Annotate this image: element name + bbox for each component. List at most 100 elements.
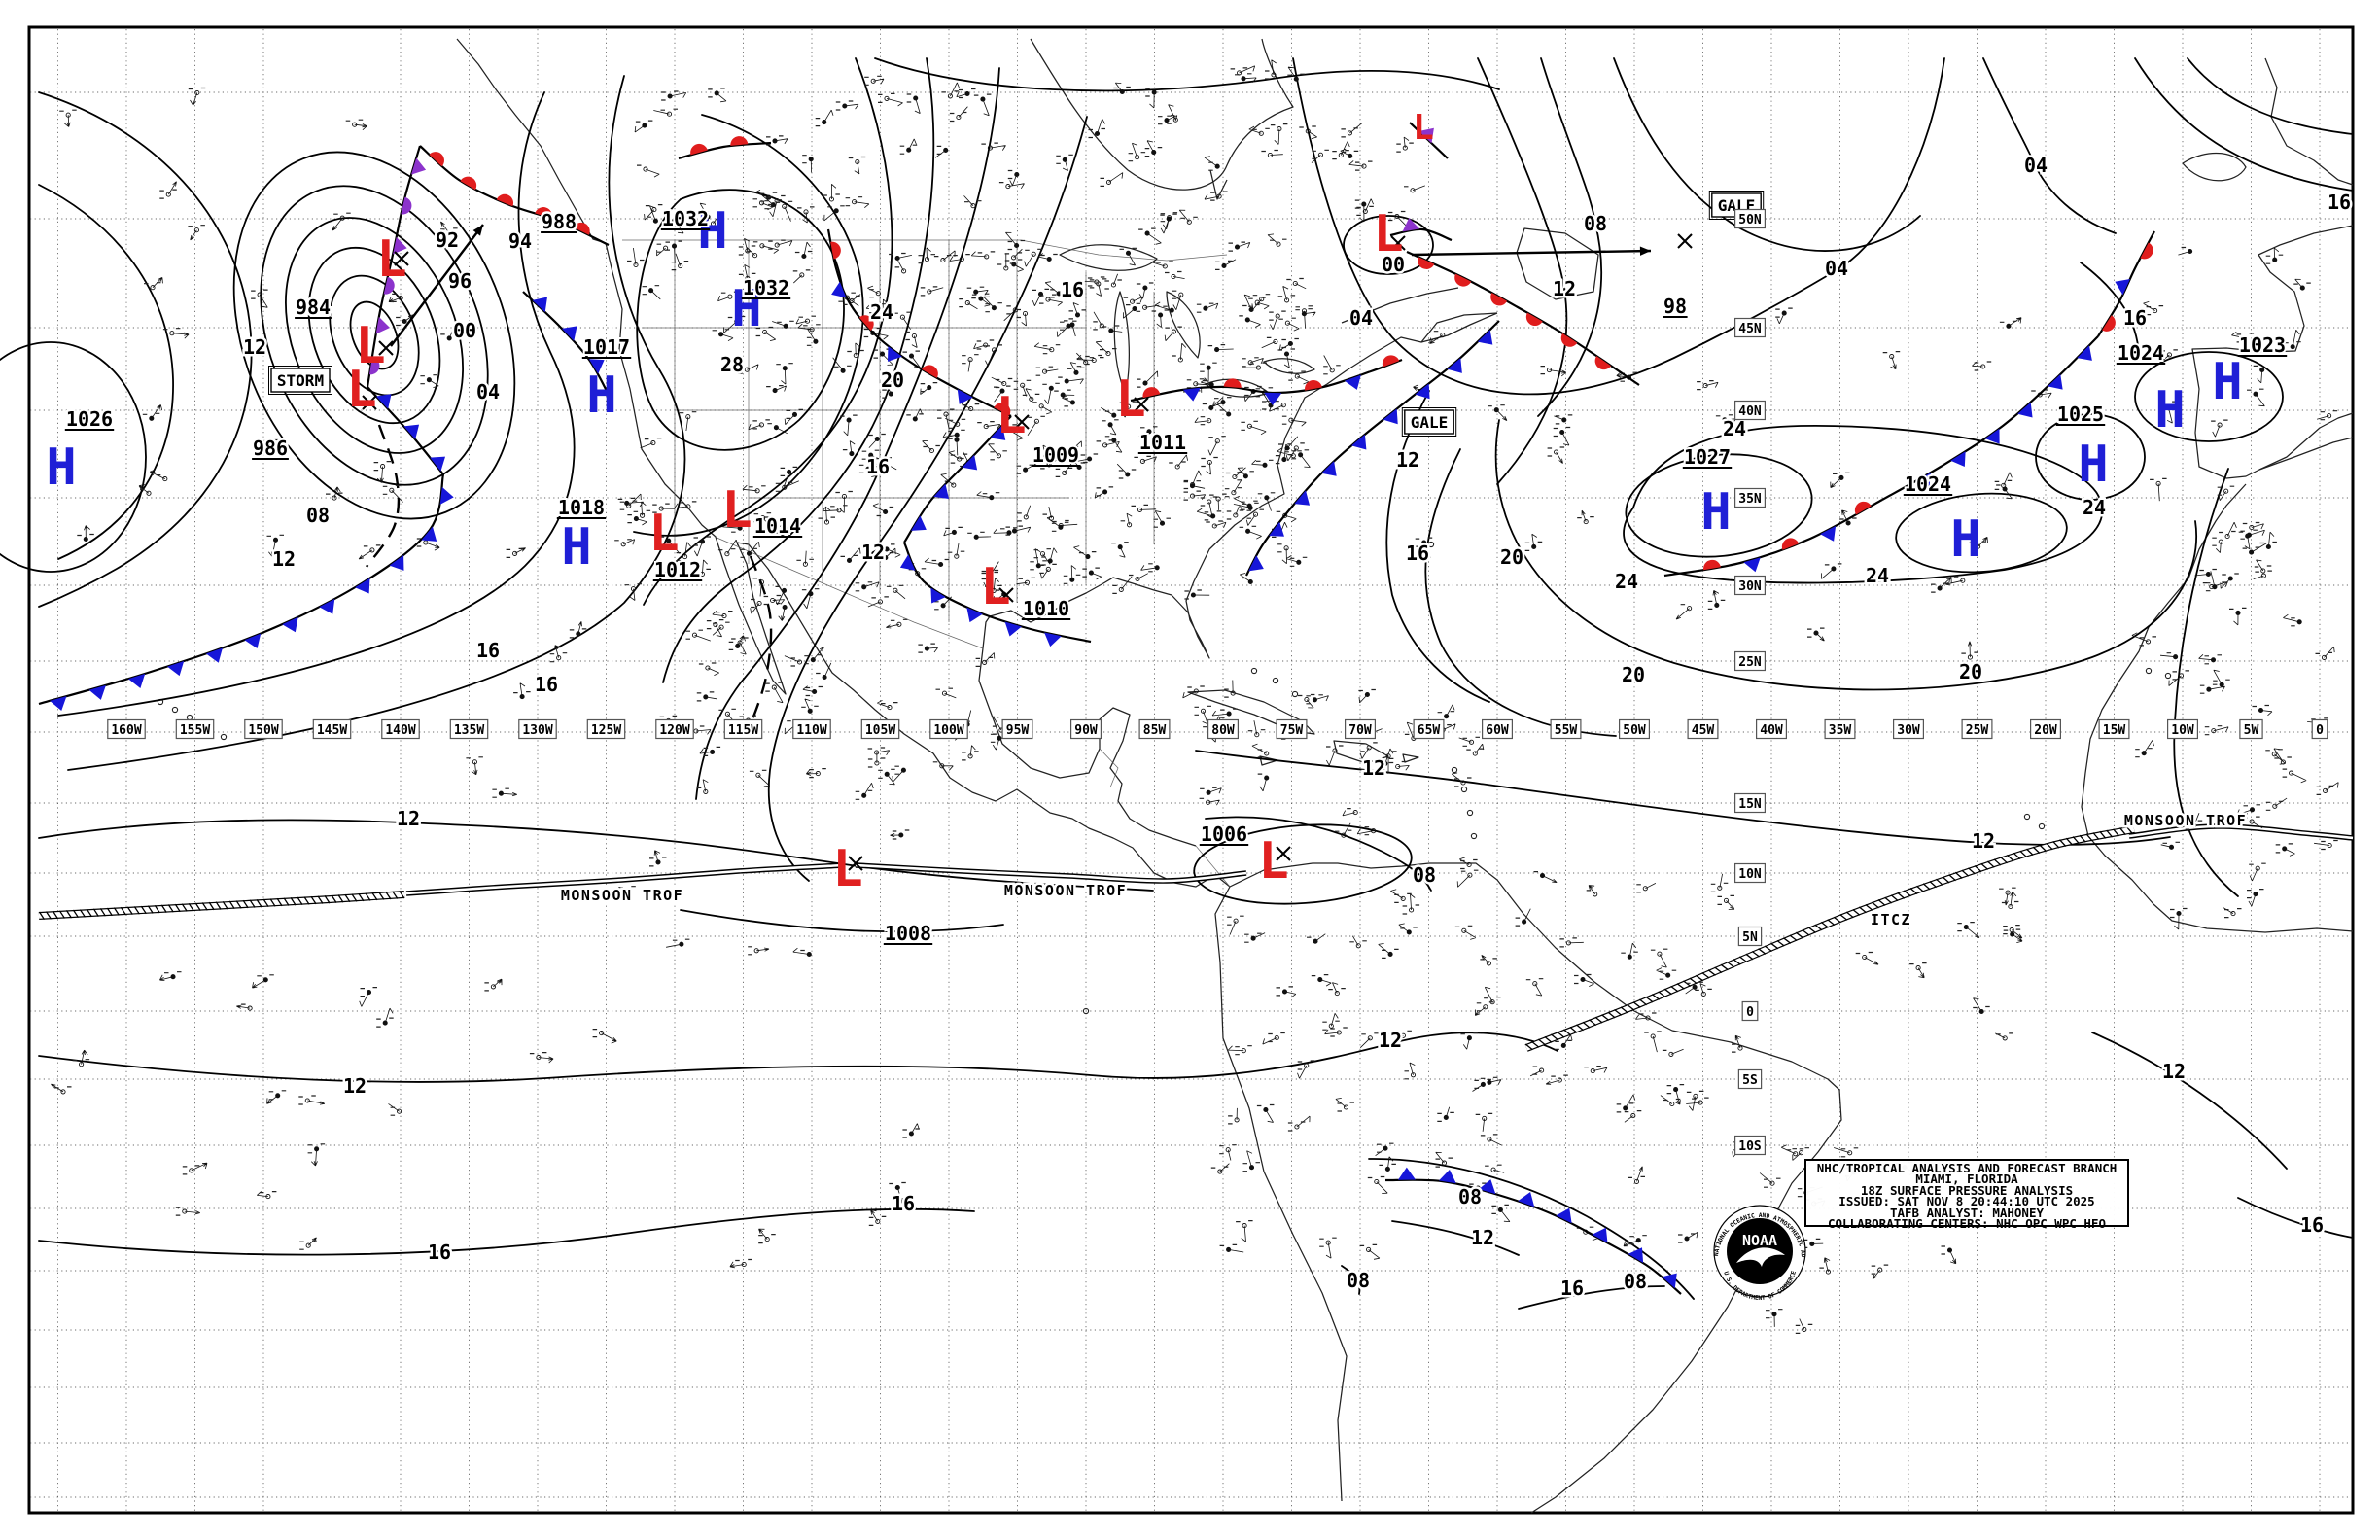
longitude-label: 45W (1687, 718, 1719, 740)
svg-text:45W: 45W (1692, 723, 1715, 738)
longitude-label: 110W (792, 718, 831, 740)
position-x-mark (1134, 397, 1149, 412)
isobar-label: 12 (340, 1072, 368, 1101)
svg-text:12: 12 (243, 335, 266, 359)
stationary-front (826, 228, 1012, 417)
monsoon-trof-label: MONSOON TROF (1001, 880, 1128, 902)
longitude-label: 55W (1550, 718, 1582, 740)
svg-text:60W: 60W (1486, 723, 1509, 738)
longitude-label: 85W (1138, 718, 1171, 740)
low-center: L (1373, 205, 1403, 263)
svg-text:10W: 10W (2171, 723, 2194, 738)
svg-text:12: 12 (1972, 829, 1995, 853)
isobar-label: 12 (1359, 754, 1387, 783)
low-center: L (376, 230, 406, 289)
svg-text:1027: 1027 (1684, 445, 1731, 469)
latitude-label: 45N (1733, 317, 1766, 338)
title-line: NHC/TROPICAL ANALYSIS AND FORECAST BRANC… (1816, 1161, 2118, 1175)
svg-text:0: 0 (2316, 723, 2324, 738)
occluded-front (366, 145, 427, 388)
isobar-label: 08 (1621, 1268, 1649, 1296)
svg-text:08: 08 (1624, 1270, 1647, 1293)
occluded-front (1409, 122, 1449, 159)
svg-text:04: 04 (1349, 306, 1373, 330)
longitude-label: 125W (586, 718, 626, 740)
svg-text:16: 16 (428, 1241, 451, 1264)
longitude-label: 15W (2098, 718, 2130, 740)
svg-text:16: 16 (476, 639, 500, 662)
svg-text:96: 96 (448, 269, 472, 293)
svg-text:100W: 100W (933, 723, 963, 738)
isobar-label: 28 (718, 351, 746, 379)
warm-front (1406, 250, 1640, 386)
svg-text:1006: 1006 (1201, 822, 1247, 846)
svg-text:12: 12 (1471, 1226, 1494, 1249)
svg-text:1024: 1024 (2118, 341, 2164, 365)
svg-text:04: 04 (1825, 257, 1848, 280)
svg-text:1018: 1018 (558, 496, 605, 519)
isobar-label: 20 (878, 367, 906, 395)
longitude-label: 30W (1892, 718, 1924, 740)
high-center: H 1025 (2055, 401, 2109, 494)
longitude-label: 115W (723, 718, 763, 740)
isobar-label: 00 (1379, 251, 1407, 279)
monsoon-trof-label: MONSOON TROF (2121, 810, 2248, 832)
svg-text:15W: 15W (2103, 723, 2126, 738)
high-center: H 1026 (46, 405, 115, 497)
svg-text:20W: 20W (2034, 723, 2057, 738)
isobar-label: 12 (240, 333, 268, 362)
isobar-label: 00 (450, 317, 478, 345)
svg-text:L: L (346, 361, 376, 419)
low-center: L 1006 (1199, 821, 1289, 891)
svg-text:1008: 1008 (885, 922, 931, 945)
isobar-label: 08 (1581, 210, 1609, 238)
title-line: 18Z SURFACE PRESSURE ANALYSIS (1860, 1182, 2074, 1198)
svg-text:160W: 160W (111, 723, 141, 738)
position-x-mark (362, 395, 377, 410)
svg-text:L: L (1413, 108, 1434, 148)
coastlines (157, 38, 2354, 1514)
svg-text:20: 20 (881, 368, 904, 392)
cold-front (1245, 320, 1500, 577)
high-center: H 1024 (1903, 471, 1981, 569)
svg-text:110W: 110W (796, 723, 826, 738)
longitude-label: 90W (1069, 718, 1102, 740)
longitude-label: 105W (860, 718, 900, 740)
svg-text:95W: 95W (1006, 723, 1030, 738)
isobar-label: 12 (1468, 1224, 1496, 1252)
svg-text:25W: 25W (1966, 723, 1989, 738)
svg-text:92: 92 (436, 228, 459, 252)
svg-text:00: 00 (1382, 253, 1405, 276)
svg-text:H: H (731, 280, 761, 338)
svg-text:150W: 150W (248, 723, 278, 738)
cold-front (1881, 335, 2099, 501)
cold-front (903, 415, 1012, 543)
svg-text:12: 12 (1362, 756, 1385, 780)
svg-text:1012: 1012 (654, 558, 701, 581)
latitude-label: 15N (1733, 792, 1766, 814)
svg-text:1011: 1011 (1139, 431, 1186, 454)
latitude-label: 10N (1733, 862, 1766, 884)
isobar-label: 24 (1612, 568, 1640, 596)
isobar-label: 04 (1822, 255, 1850, 283)
isobar-label: 24 (1863, 562, 1891, 590)
cold-front (38, 473, 454, 712)
svg-text:24: 24 (1866, 564, 1889, 587)
latitude-label: 50N (1733, 208, 1766, 229)
svg-text:1014: 1014 (754, 514, 801, 538)
svg-text:12: 12 (1553, 277, 1576, 300)
svg-text:16: 16 (1560, 1277, 1584, 1300)
svg-text:105W: 105W (865, 723, 895, 738)
map-border (27, 25, 2355, 1515)
longitude-label: 160W (107, 718, 146, 740)
noaa-wordmark: NOAA (1742, 1232, 1777, 1249)
isobar-label: 20 (1956, 658, 1984, 686)
latitude-label: 25N (1733, 650, 1766, 672)
svg-text:25N: 25N (1738, 655, 1762, 670)
annotations (362, 224, 1693, 871)
low-center: L (346, 361, 376, 419)
svg-text:16: 16 (1406, 542, 1429, 565)
